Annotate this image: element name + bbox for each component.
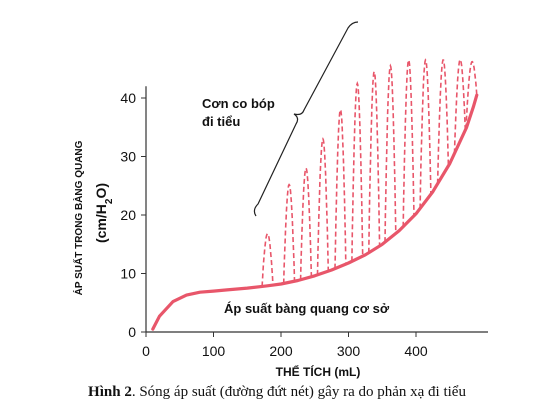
caption-text: . Sóng áp suất (đường đứt nét) gây ra do…: [131, 384, 466, 400]
pressure-wave: [282, 183, 296, 284]
contraction-annotation-line2: đi tiểu: [202, 114, 240, 129]
pressure-wave: [436, 59, 450, 184]
x-tick-label: 400: [404, 343, 428, 359]
pressure-wave: [334, 107, 347, 269]
x-tick-label: 0: [142, 343, 150, 359]
baseline-pressure-curve: [151, 93, 479, 331]
x-tick-label: 300: [337, 343, 361, 359]
pressure-wave: [384, 63, 397, 243]
y-tick-label: 30: [120, 149, 136, 165]
y-tick-label: 10: [120, 266, 136, 282]
pressure-wave: [351, 80, 364, 262]
pressure-wave: [316, 137, 330, 275]
figure-caption: Hình 2. Sóng áp suất (đường đứt nét) gây…: [0, 384, 554, 401]
pressure-wave: [419, 58, 432, 209]
contraction-annotation-line1: Cơn co bóp: [202, 96, 275, 111]
pressure-wave: [402, 57, 415, 227]
caption-label: Hình 2: [88, 384, 132, 400]
y-axis-label: ÁP SUẤT TRONG BÀNG QUANG: [72, 140, 85, 295]
x-tick-label: 200: [269, 343, 293, 359]
baseline-annotation: Áp suất bàng quang cơ sở: [224, 301, 390, 316]
y-tick-label: 40: [120, 90, 136, 106]
pressure-wave: [465, 60, 478, 129]
contraction-brace: [253, 21, 359, 217]
y-axis-unit-label: (cm/H2O): [93, 183, 115, 243]
pressure-wave: [299, 166, 313, 280]
y-tick-label: 0: [128, 324, 136, 340]
x-tick-label: 100: [202, 343, 226, 359]
x-axis-label: THỂ TÍCH (mL): [276, 364, 361, 379]
pressure-wave: [261, 232, 274, 287]
pressure-wave: [368, 69, 381, 253]
y-tick-label: 20: [120, 207, 136, 223]
